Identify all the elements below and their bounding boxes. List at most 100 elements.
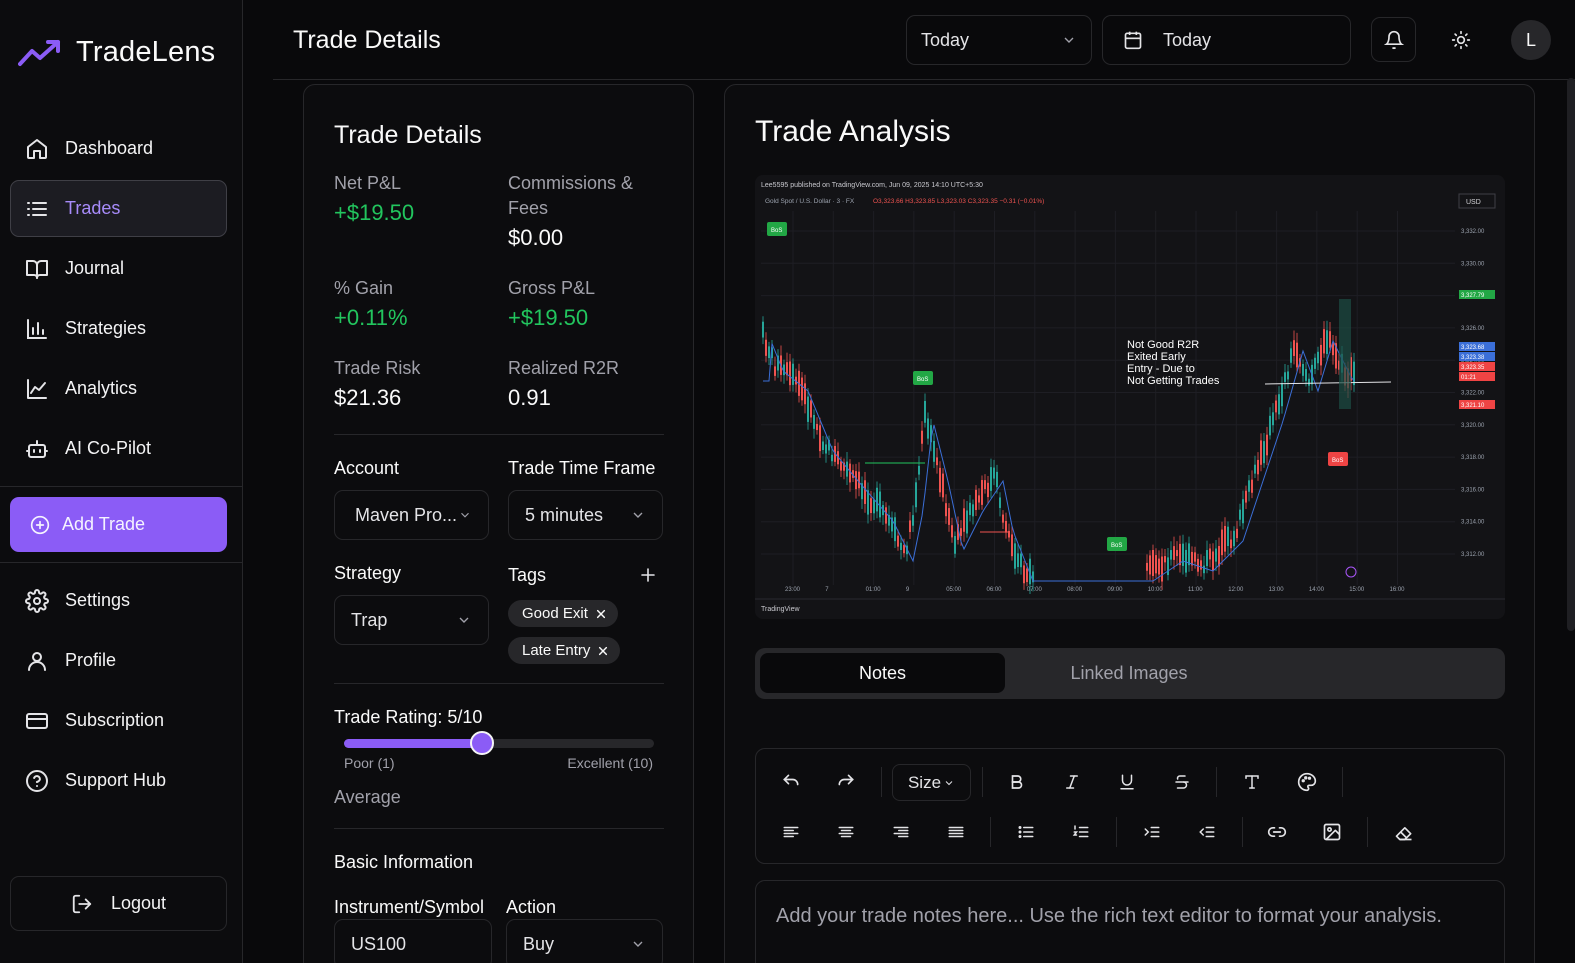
- rating-slider-thumb[interactable]: [469, 731, 494, 755]
- underline-icon: [1120, 774, 1134, 790]
- outdent-button[interactable]: [1187, 814, 1227, 850]
- logout-icon: [72, 894, 92, 913]
- chevron-down-icon: [633, 512, 643, 518]
- text-format-button[interactable]: [1232, 764, 1272, 800]
- page-scrollbar[interactable]: [1567, 78, 1575, 631]
- y-tick-label: 3,316.00: [1461, 487, 1485, 493]
- bold-button[interactable]: [997, 764, 1037, 800]
- candle-body: [816, 423, 818, 431]
- candle-body: [879, 491, 881, 518]
- toolbar-divider: [1216, 767, 1217, 797]
- candle-body: [990, 467, 992, 491]
- tag-chip: Good Exit: [508, 600, 618, 627]
- avatar[interactable]: L: [1511, 20, 1551, 60]
- italic-button[interactable]: [1052, 764, 1092, 800]
- account-select[interactable]: Maven Pro...: [334, 490, 489, 540]
- sidebar-item-profile[interactable]: Profile: [10, 632, 227, 689]
- bullet-list-button[interactable]: [1006, 814, 1046, 850]
- image-button[interactable]: [1312, 814, 1352, 850]
- action-select[interactable]: Buy: [506, 919, 663, 963]
- undo-button[interactable]: [771, 764, 811, 800]
- link-button[interactable]: [1257, 814, 1297, 850]
- candle-body: [822, 441, 824, 450]
- tab-notes[interactable]: Notes: [760, 653, 1005, 693]
- timeframe-select[interactable]: 5 minutes: [508, 490, 663, 540]
- bos-label: BoS: [917, 377, 928, 383]
- period-select[interactable]: Today: [906, 15, 1092, 65]
- close-icon[interactable]: [596, 609, 606, 619]
- date-picker[interactable]: Today: [1102, 15, 1351, 65]
- align-center-button[interactable]: [826, 814, 866, 850]
- candle-body: [1032, 571, 1034, 583]
- numbered-list-button[interactable]: [1061, 814, 1101, 850]
- candle-body: [936, 457, 938, 466]
- sidebar-item-support-hub[interactable]: Support Hub: [10, 752, 227, 809]
- strikethrough-button[interactable]: [1162, 764, 1202, 800]
- candle-body: [1209, 548, 1211, 560]
- sidebar-item-analytics[interactable]: Analytics: [10, 360, 227, 417]
- gross-pl-value: +$19.50: [508, 305, 589, 330]
- candle-body: [1023, 565, 1025, 584]
- sidebar-item-ai-copilot[interactable]: AI Co-Pilot: [10, 420, 227, 477]
- clear-format-button[interactable]: [1384, 814, 1424, 850]
- close-icon[interactable]: [598, 646, 608, 656]
- candle-body: [1221, 529, 1223, 556]
- notifications-button[interactable]: [1371, 17, 1416, 62]
- y-tick-label: 3,318.00: [1461, 455, 1485, 461]
- add-trade-button[interactable]: Add Trade: [10, 497, 227, 552]
- indent-button[interactable]: [1132, 814, 1172, 850]
- sidebar-item-subscription[interactable]: Subscription: [10, 692, 227, 749]
- candle-body: [828, 439, 830, 451]
- candle-body: [1170, 550, 1172, 560]
- sun-icon: [1451, 30, 1470, 49]
- commissions-value: $0.00: [508, 225, 564, 250]
- candle-body: [1290, 348, 1292, 363]
- candle-body: [771, 347, 773, 359]
- align-justify-button[interactable]: [936, 814, 976, 850]
- instrument-input[interactable]: US100: [334, 919, 492, 963]
- top-header: Trade Details Today Today L: [273, 0, 1575, 80]
- logo[interactable]: TradeLens: [18, 36, 215, 69]
- align-right-button[interactable]: [881, 814, 921, 850]
- notes-editor[interactable]: Add your trade notes here... Use the ric…: [755, 880, 1505, 963]
- user-icon: [28, 651, 46, 671]
- indent-icon: [1144, 826, 1160, 838]
- sidebar-item-strategies[interactable]: Strategies: [10, 300, 227, 357]
- price-tag-bg: [1459, 362, 1495, 371]
- underline-button[interactable]: [1107, 764, 1147, 800]
- theme-toggle-button[interactable]: [1438, 17, 1483, 62]
- font-size-select[interactable]: Size: [892, 764, 971, 801]
- sidebar-item-journal[interactable]: Journal: [10, 240, 227, 297]
- sidebar-item-settings[interactable]: Settings: [10, 572, 227, 629]
- entry-level-line: [1264, 381, 1392, 385]
- bos-marker: BoS: [1328, 452, 1348, 466]
- candle-body: [1212, 551, 1214, 571]
- tab-linked-images[interactable]: Linked Images: [1070, 662, 1188, 683]
- candle-body: [789, 361, 791, 386]
- list-icon: [27, 201, 47, 216]
- color-button[interactable]: [1287, 764, 1327, 800]
- candle-body: [774, 366, 776, 376]
- chevron-down-icon: [633, 941, 643, 947]
- trade-analysis-card: Trade Analysis Lee5595 published on Trad…: [724, 84, 1535, 963]
- trade-chart-screenshot[interactable]: Lee5595 published on TradingView.com, Ju…: [755, 175, 1505, 619]
- strategy-select[interactable]: Trap: [334, 595, 489, 645]
- sidebar-item-label: Settings: [65, 590, 131, 610]
- sidebar-item-dashboard[interactable]: Dashboard: [10, 120, 227, 177]
- bos-label: BoS: [771, 228, 782, 234]
- candle-body: [1164, 556, 1166, 563]
- candle-body: [966, 510, 968, 534]
- align-left-button[interactable]: [771, 814, 811, 850]
- sidebar-item-trades[interactable]: Trades: [10, 180, 227, 237]
- action-label: Action: [506, 897, 557, 917]
- bullet-list-icon: [1018, 826, 1034, 838]
- candle-body: [1275, 400, 1277, 413]
- bos-label: BoS: [1332, 458, 1343, 464]
- rating-slider[interactable]: [344, 731, 654, 755]
- logout-button[interactable]: Logout: [10, 876, 227, 931]
- redo-button[interactable]: [826, 764, 866, 800]
- candle-body: [933, 440, 935, 462]
- candle-body: [855, 471, 857, 490]
- add-tag-icon[interactable]: [640, 567, 656, 583]
- candle-body: [960, 528, 962, 536]
